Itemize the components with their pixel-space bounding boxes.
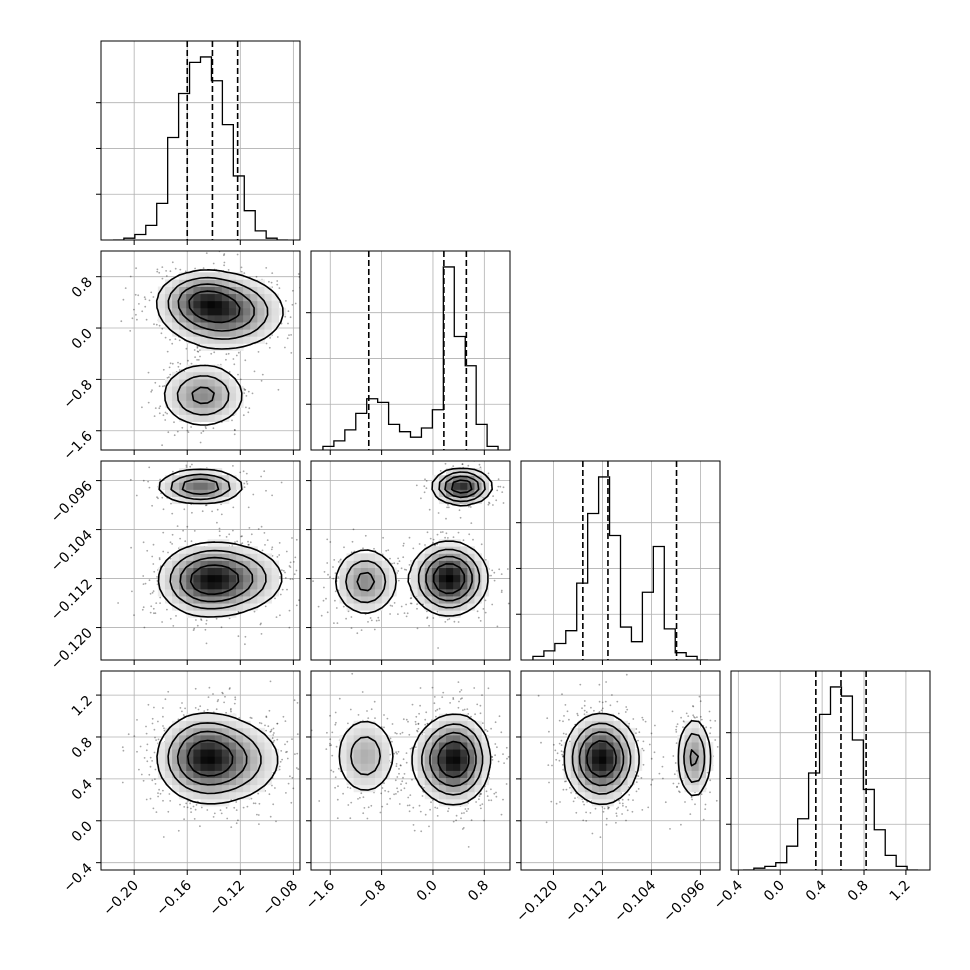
y-tick-label-1-0: −1.6 [60,428,95,463]
y-tick-label-1-1: −0.8 [60,377,95,412]
y-tick-label-3-4: 1.2 [69,693,96,720]
density-contours [156,712,279,805]
hist-panel-1 [306,250,511,455]
panel-frame [310,460,511,661]
y-tick-label-2-0: −0.120 [48,625,96,673]
x-tick-label-2-0: −0.120 [513,878,561,926]
x-tick-label-0-1: −0.16 [153,877,195,919]
histogram-step [742,686,919,870]
scatter-panel-1-0: −1.6 −0.8 0.0 0.8 [60,250,301,464]
panel-frame [730,670,931,871]
x-tick-label-1-2: 0.0 [414,878,441,905]
hist-panel-0 [96,40,301,245]
density-contours [335,467,493,617]
density-contours [157,468,283,618]
scatter-panel-3-0: −0.4 0.0 0.4 0.8 1.2 −0.20 −0.16 −0.12 −0.08 [60,670,302,920]
density-contours [563,712,712,806]
y-tick-label-3-3: 0.8 [69,734,96,761]
y-tick-label-2-3: −0.096 [48,478,96,526]
histogram-step [322,266,499,450]
scatter-panel-2-1 [306,460,511,665]
panel-frame [520,670,721,871]
density-shading [157,272,287,422]
x-tick-label-2-1: −0.112 [562,878,610,926]
x-tick-label-2-3: −0.096 [660,877,708,925]
x-tick-label-0-3: −0.08 [260,878,302,920]
y-tick-label-2-2: −0.104 [48,527,96,575]
panel-frame [310,250,511,451]
y-tick-label-1-3: 0.8 [69,274,96,301]
y-tick-label-3-1: 0.0 [69,818,96,845]
panel-frame [100,670,301,871]
x-tick-label-3-0: −0.4 [711,877,746,912]
histogram-step [532,476,709,660]
y-tick-label-3-0: −0.4 [60,860,95,895]
y-tick-label-1-2: 0.0 [69,326,96,353]
density-contours [338,713,492,806]
x-tick-label-1-3: 0.8 [465,878,492,905]
panel-frame [520,460,721,661]
histogram-step [112,56,289,240]
hist-panel-3: −0.4 0.0 0.4 0.8 1.2 [711,670,931,913]
hist-panel-2 [516,460,721,665]
panel-frame [100,40,301,241]
scatter-panel-2-0: −0.120−0.112−0.104−0.096 [48,460,301,673]
scatter-panel-3-1: −1.6 −0.8 0.0 0.8 [303,670,511,913]
panel-frame [310,670,511,871]
x-tick-label-1-1: −0.8 [354,878,389,913]
density-contours [155,269,284,426]
scatter-panel-3-2: −0.120 −0.112 −0.104 −0.096 [513,670,721,926]
y-tick-label-3-2: 0.4 [69,776,96,803]
x-tick-label-1-0: −1.6 [303,877,338,912]
x-tick-label-0-0: −0.20 [100,878,142,920]
x-tick-label-3-4: 1.2 [887,878,914,905]
panel-frame [100,460,301,661]
x-tick-label-2-2: −0.104 [611,877,659,925]
x-tick-label-3-1: 0.0 [761,878,788,905]
panel-frame [100,250,301,451]
x-tick-label-3-3: 0.8 [845,878,872,905]
x-tick-label-0-2: −0.12 [206,878,248,920]
x-tick-label-3-2: 0.4 [803,877,830,904]
y-tick-label-2-1: −0.112 [48,576,96,624]
